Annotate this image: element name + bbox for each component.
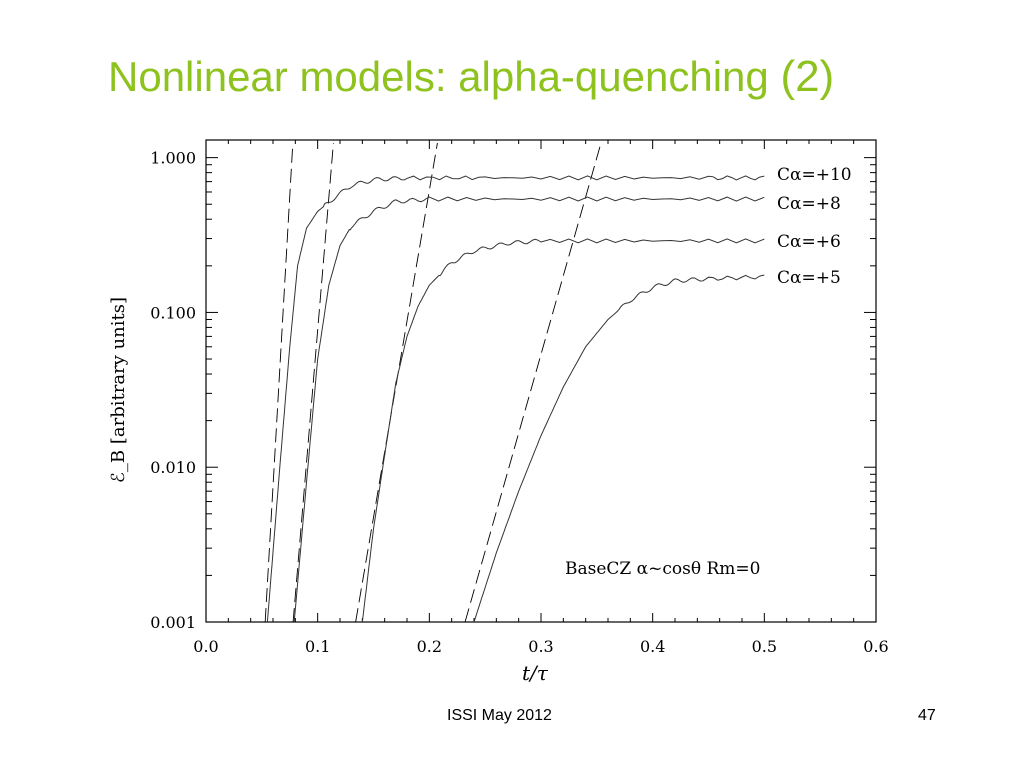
fit-line bbox=[355, 142, 438, 623]
x-axis-label: t/τ bbox=[522, 661, 549, 685]
page-number: 47 bbox=[918, 707, 936, 724]
slide-title: Nonlinear models: alpha-quenching (2) bbox=[108, 52, 834, 102]
fit-line bbox=[264, 142, 294, 623]
series-line bbox=[266, 175, 765, 623]
x-tick-label: 0.6 bbox=[863, 637, 888, 656]
footer-text: ISSI May 2012 bbox=[447, 707, 552, 724]
fit-line bbox=[464, 142, 602, 623]
y-tick-label: 0.100 bbox=[150, 303, 196, 322]
series-line bbox=[361, 238, 765, 623]
series-labels: Cα=+10 Cα=+8 Cα=+6 Cα=+5 bbox=[777, 165, 852, 288]
series-label: Cα=+8 bbox=[777, 194, 841, 214]
x-tick-label: 0.5 bbox=[752, 637, 777, 656]
series-line bbox=[293, 196, 765, 623]
y-tick-label: 0.010 bbox=[150, 458, 196, 477]
y-tick-label: 0.001 bbox=[150, 613, 196, 632]
x-tick-label: 0.4 bbox=[640, 637, 665, 656]
y-axis-label: ℰ_B [arbitrary units] bbox=[108, 297, 129, 483]
fit-line bbox=[292, 142, 334, 623]
chart-axes: 0.0 0.1 0.2 0.3 0.4 0.5 0.6 0.001 0.010 0.100 1.00… bbox=[150, 139, 889, 656]
linear-fit-lines bbox=[264, 142, 602, 623]
x-tick-label: 0.2 bbox=[417, 637, 442, 656]
y-tick-label: 1.000 bbox=[150, 149, 196, 168]
series-label: Cα=+10 bbox=[777, 165, 852, 185]
series-label: Cα=+6 bbox=[777, 232, 841, 252]
series-lines bbox=[266, 175, 765, 623]
chart-annotation: BaseCZ α~cosθ Rm=0 bbox=[565, 559, 760, 579]
plot-frame bbox=[205, 139, 877, 623]
x-tick-label: 0.1 bbox=[305, 637, 330, 656]
series-line bbox=[473, 274, 765, 623]
x-tick-label: 0.0 bbox=[193, 637, 218, 656]
series-label: Cα=+5 bbox=[777, 268, 841, 288]
slide-title-number: (2) bbox=[780, 52, 835, 101]
x-tick-label: 0.3 bbox=[528, 637, 553, 656]
slide-title-text: Nonlinear models: alpha-quenching bbox=[108, 53, 769, 100]
